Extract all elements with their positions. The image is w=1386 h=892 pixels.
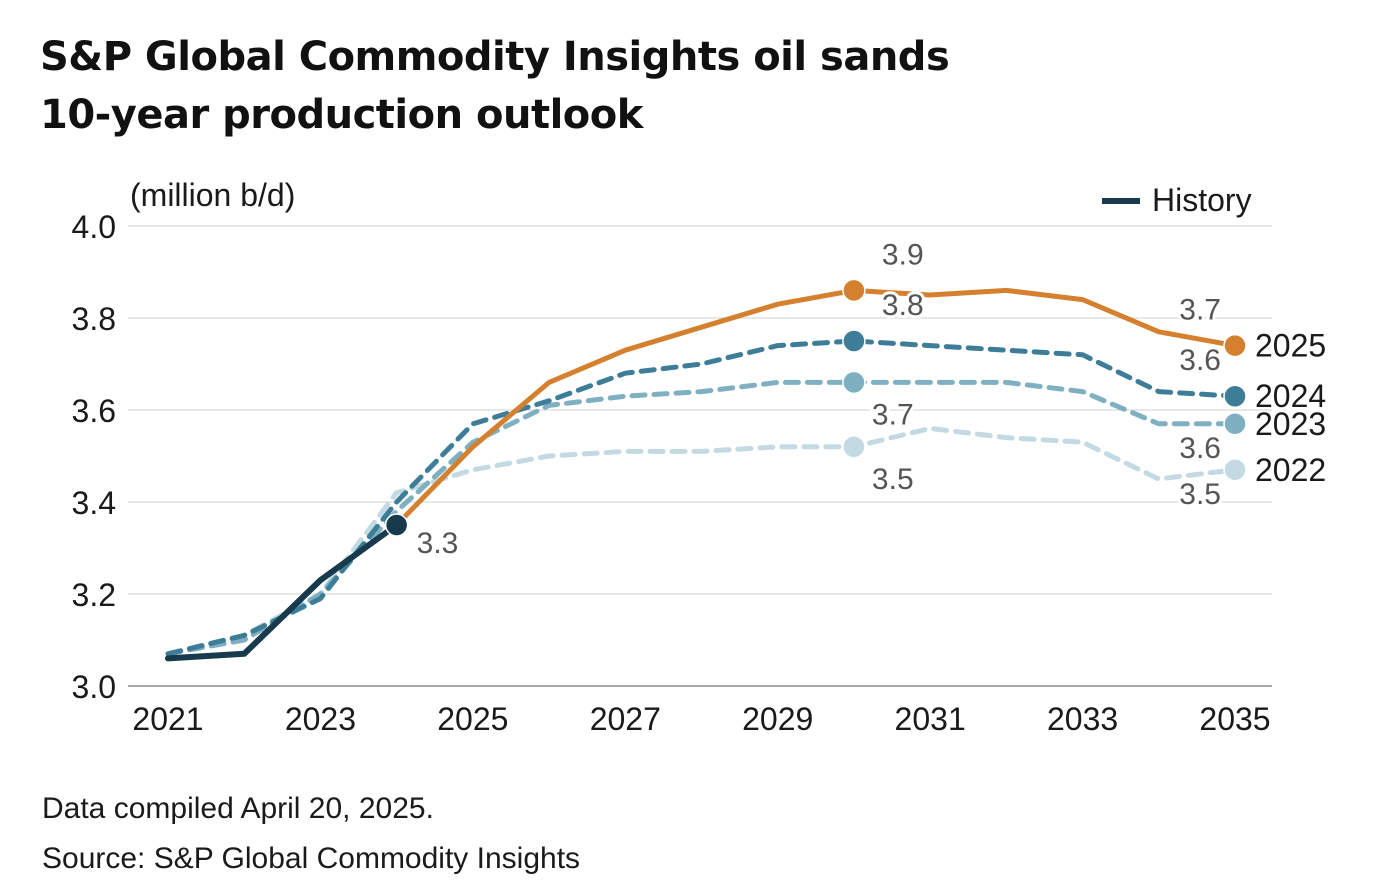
marker-s2025-2030: [842, 278, 866, 303]
marker-s2024-2030: [842, 329, 866, 353]
series-end-label-s2025: 2025: [1255, 328, 1326, 364]
data-label-history-2024: 3.3: [417, 527, 459, 560]
x-tick-label: 2021: [132, 701, 203, 737]
chart-title-line1: S&P Global Commodity Insights oil sands: [40, 34, 950, 80]
series-line-s2022: [165, 425, 1238, 657]
series-line-s2023: [165, 379, 1238, 657]
series-lines: [165, 287, 1238, 662]
series-markers: 3.5 3.5 2022 3.7 3.6 2023 3.8 3.6 2024 3.9 3.7 2025…: [384, 235, 1326, 563]
data-label-s2022-2030: 3.5: [872, 463, 914, 496]
x-tick-label: 2025: [437, 701, 508, 737]
data-label-s2023-2030: 3.7: [872, 398, 914, 431]
chart-title: S&P Global Commodity Insights oil sands …: [40, 28, 1140, 144]
data-label-s2024-2030: 3.8: [882, 289, 924, 322]
x-tick-label: 2033: [1047, 701, 1118, 737]
grid-lines: [128, 225, 1272, 687]
series-end-label-s2024: 2024: [1255, 378, 1326, 414]
data-label-s2024-2035: 3.6: [1179, 344, 1221, 377]
data-compiled-note: Data compiled April 20, 2025.: [42, 792, 434, 825]
x-tick-label: 2035: [1199, 701, 1270, 737]
y-tick-label: 3.8: [72, 301, 116, 337]
marker-s2025-2035: [1223, 333, 1247, 358]
y-tick-label: 3.4: [72, 485, 116, 521]
legend-history-label: History: [1152, 182, 1252, 218]
data-label-s2022-2035: 3.5: [1179, 478, 1221, 511]
marker-s2024-2035: [1223, 384, 1247, 408]
x-tick-label: 2029: [742, 701, 813, 737]
data-label-s2025-2035: 3.7: [1179, 294, 1221, 327]
y-tick-label: 3.2: [72, 577, 116, 613]
marker-s2022-2030: [842, 435, 866, 459]
series-line-s2024: [165, 338, 1238, 657]
chart-title-line2: 10-year production outlook: [40, 92, 643, 138]
x-tick-label: 2023: [285, 701, 356, 737]
x-tick-label: 2031: [895, 701, 966, 737]
y-tick-label: 3.0: [72, 669, 116, 705]
y-tick-label: 4.0: [72, 209, 116, 245]
data-label-s2025-2030: 3.9: [882, 238, 924, 271]
x-tick-label: 2027: [590, 701, 661, 737]
y-axis-unit-label: (million b/d): [130, 177, 295, 213]
marker-s2022-2035: [1223, 458, 1247, 482]
marker-s2023-2035: [1223, 412, 1247, 436]
marker-history-2024: [384, 513, 409, 537]
chart-footer: Data compiled April 20, 2025. Source: S&…: [42, 784, 580, 884]
legend: History: [1102, 182, 1252, 218]
series-end-label-s2023: 2023: [1255, 406, 1326, 442]
series-line-s2025: [165, 287, 1238, 661]
data-label-s2023-2035: 3.6: [1179, 432, 1221, 465]
series-end-label-s2022: 2022: [1255, 452, 1326, 488]
source-note: Source: S&P Global Commodity Insights: [42, 842, 581, 875]
series-line-history: [165, 522, 400, 662]
marker-s2023-2030: [842, 370, 866, 395]
y-tick-label: 3.6: [72, 393, 116, 429]
axis-labels: 3.0 3.2 3.4 3.6 3.8 4.0 2021 2023 2025 2027 2029 20…: [72, 177, 1271, 737]
